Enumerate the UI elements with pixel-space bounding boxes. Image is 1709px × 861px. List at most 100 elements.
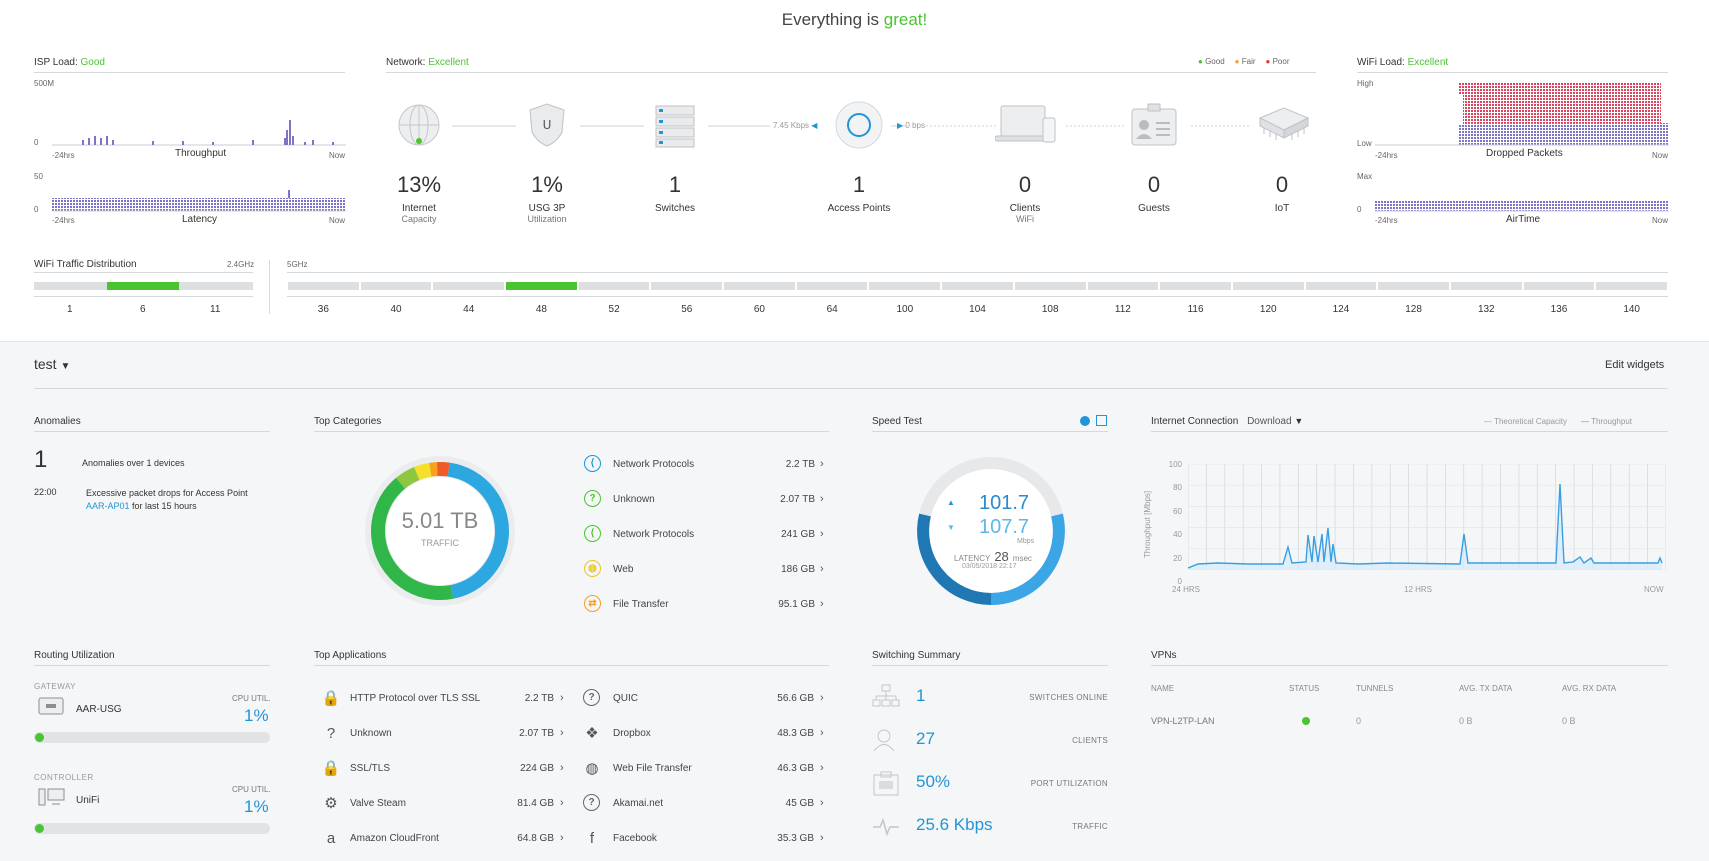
application-label: Amazon CloudFront xyxy=(350,833,439,844)
usg-shield-icon: U xyxy=(529,103,565,147)
channel-label: 104 xyxy=(969,304,986,315)
gateway-name: AAR-USG xyxy=(76,704,122,715)
edit-widgets-link[interactable]: Edit widgets xyxy=(1605,359,1665,371)
vpn-name[interactable]: VPN-L2TP-LAN xyxy=(1151,716,1215,726)
application-label: Dropbox xyxy=(613,728,651,739)
channel-label: 132 xyxy=(1477,304,1495,315)
switching-title: Switching Summary xyxy=(872,650,961,661)
switching-label: SWITCHES ONLINE xyxy=(1029,693,1108,702)
categories-total: 5.01 TB xyxy=(401,508,479,533)
channel-label: 11 xyxy=(210,304,221,315)
globe-icon: ◍ xyxy=(585,760,599,777)
downlink-rate: ▶ 0 bps xyxy=(897,121,925,130)
channel-label: 48 xyxy=(535,304,547,315)
anomaly-count: 1 xyxy=(34,446,48,473)
chevron-right-icon[interactable]: › xyxy=(820,797,824,809)
node-usg[interactable]: 1% USG 3P Utilization xyxy=(527,172,567,224)
controller-computer-icon xyxy=(38,788,65,806)
download-speed: 107.7 xyxy=(979,516,1030,538)
iot-chip-icon xyxy=(1258,107,1310,140)
channel-segment xyxy=(1523,282,1595,290)
channel-label: 112 xyxy=(1114,304,1131,315)
anomaly-time: 22:00 xyxy=(34,487,57,497)
vpn-status-dot xyxy=(1302,717,1310,725)
channel-segment xyxy=(651,282,723,290)
band-divider xyxy=(269,260,270,314)
chevron-right-icon[interactable]: › xyxy=(560,692,564,704)
node-switches[interactable]: 1 Switches xyxy=(654,172,695,214)
network-topology xyxy=(452,125,1251,127)
node-iot[interactable]: 0 IoT xyxy=(1274,172,1290,214)
expand-icon[interactable] xyxy=(1096,415,1107,426)
node-guests[interactable]: 0 Guests xyxy=(1138,172,1170,214)
channel-segment xyxy=(942,282,1013,290)
speed-test-date: 03/05/2018 22:17 xyxy=(962,563,1017,570)
channel-segment xyxy=(1450,282,1522,290)
chevron-right-icon[interactable]: › xyxy=(560,727,564,739)
run-speed-test-icon[interactable] xyxy=(1080,416,1090,426)
share-icon: ⟨ xyxy=(584,525,601,542)
application-label: Valve Steam xyxy=(350,798,406,809)
chevron-right-icon[interactable]: › xyxy=(820,563,824,575)
laptop-icon xyxy=(995,105,1056,143)
chevron-right-icon[interactable]: › xyxy=(820,762,824,774)
switching-value: 25.6 Kbps xyxy=(916,815,993,834)
chevron-right-icon[interactable]: › xyxy=(820,832,824,844)
chevron-right-icon[interactable]: › xyxy=(820,528,824,540)
legend-fair: ● Fair xyxy=(1234,57,1256,66)
chevron-right-icon[interactable]: › xyxy=(560,762,564,774)
y-tick: 20 xyxy=(1173,553,1182,563)
category-label: Web xyxy=(613,564,634,575)
wifi-traffic-title: WiFi Traffic Distribution xyxy=(34,259,137,270)
port-icon xyxy=(873,771,899,796)
application-value: 45 GB xyxy=(785,798,814,809)
chevron-right-icon[interactable]: › xyxy=(560,832,564,844)
application-value: 48.3 GB xyxy=(777,728,814,739)
switching-label: CLIENTS xyxy=(1072,736,1108,745)
category-value: 186 GB xyxy=(781,564,815,575)
switching-value: 27 xyxy=(916,729,935,748)
throughput-max: 500M xyxy=(34,79,55,88)
node-clients[interactable]: 0 Clients WiFi xyxy=(1009,172,1041,224)
application-label: Web File Transfer xyxy=(613,763,692,774)
channel-label: 116 xyxy=(1187,304,1204,315)
chevron-right-icon[interactable]: › xyxy=(560,797,564,809)
channel-segment xyxy=(1378,282,1449,290)
dashboard-widgets: test ▼ Edit widgets Anomalies 1 Anomalie… xyxy=(0,343,1709,861)
category-value: 2.2 TB xyxy=(785,459,815,470)
svg-text:U: U xyxy=(543,118,552,132)
lock-icon: 🔒 xyxy=(321,690,341,707)
switch-stack-icon xyxy=(655,105,695,148)
y-tick: 80 xyxy=(1173,483,1182,493)
site-selector[interactable]: test ▼ xyxy=(34,356,71,372)
top-categories-title: Top Categories xyxy=(314,416,382,427)
throughput-min: 0 xyxy=(34,138,39,147)
category-value: 241 GB xyxy=(781,529,815,540)
category-label: Network Protocols xyxy=(613,459,695,470)
channel-label: 120 xyxy=(1259,304,1277,315)
chevron-right-icon[interactable]: › xyxy=(820,727,824,739)
throughput-axis-label: Throughput [Mbps] xyxy=(1143,490,1152,558)
routing-title: Routing Utilization xyxy=(34,650,115,661)
overview-panel: Everything is great! ISP Load: Good 500M… xyxy=(0,0,1709,342)
airtime-chart xyxy=(1375,200,1669,212)
chevron-right-icon[interactable]: › xyxy=(820,458,824,470)
channel-label: 6 xyxy=(140,304,146,315)
anomaly-device-link[interactable]: AAR-AP01 xyxy=(86,501,130,511)
node-access-points[interactable]: 1 Access Points xyxy=(827,172,891,214)
airtime-title: AirTime xyxy=(1506,214,1541,225)
chevron-right-icon[interactable]: › xyxy=(820,598,824,610)
application-label: Unknown xyxy=(350,728,392,739)
node-internet[interactable]: 13% Internet Capacity xyxy=(396,172,442,224)
channel-label: 64 xyxy=(826,304,838,315)
channel-label: 124 xyxy=(1332,304,1350,315)
dropbox-icon: ❖ xyxy=(585,725,599,742)
latency-max: 50 xyxy=(34,172,43,181)
channel-label: 56 xyxy=(681,304,693,315)
mode-dropdown[interactable]: Download xyxy=(1247,416,1292,427)
controller-cpu-util: 1% xyxy=(244,797,269,816)
chevron-right-icon[interactable]: › xyxy=(820,692,824,704)
chevron-right-icon[interactable]: › xyxy=(820,493,824,505)
lock-icon: 🔒 xyxy=(321,760,341,777)
throughput-title: Throughput xyxy=(175,148,227,159)
